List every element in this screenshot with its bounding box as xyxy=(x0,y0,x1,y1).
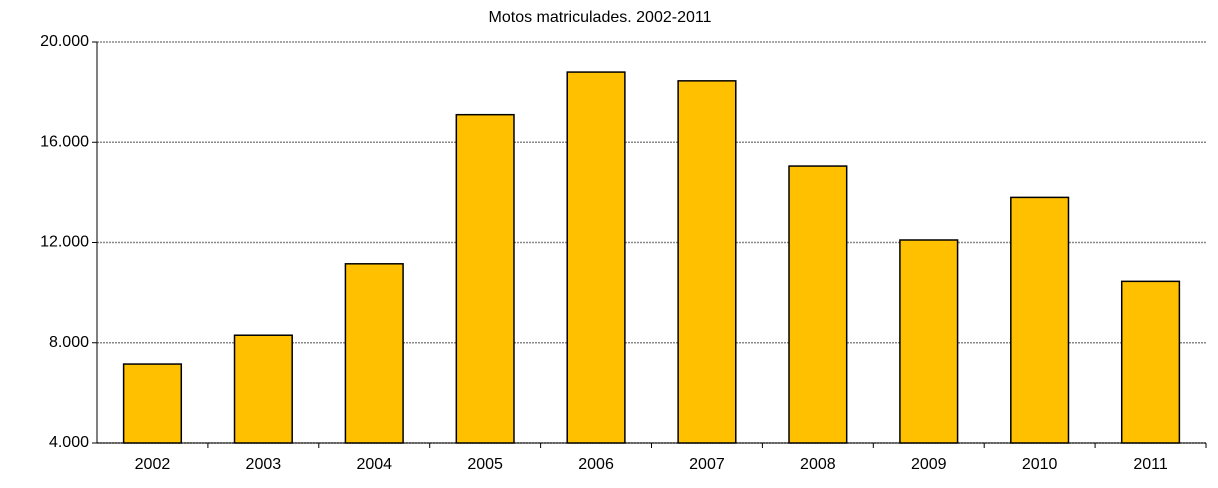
y-tick-label: 8.000 xyxy=(49,334,89,351)
x-tick-label: 2002 xyxy=(135,456,171,473)
x-tick-label: 2011 xyxy=(1133,456,1168,473)
bar xyxy=(566,71,626,444)
x-tick-label: 2007 xyxy=(689,456,725,473)
y-tick-label: 20.000 xyxy=(40,33,89,50)
bar xyxy=(1120,280,1181,444)
bar xyxy=(788,165,848,444)
y-tick-label: 4.000 xyxy=(49,434,89,451)
y-tick-label: 12.000 xyxy=(40,234,89,251)
bar xyxy=(455,113,515,444)
x-tick-label: 2008 xyxy=(800,456,836,473)
bar xyxy=(677,80,737,444)
x-tick-label: 2005 xyxy=(467,456,503,473)
bar xyxy=(344,263,404,444)
y-tick-label: 16.000 xyxy=(40,133,89,150)
bar xyxy=(233,334,293,444)
x-tick-label: 2009 xyxy=(911,456,947,473)
x-tick-label: 2003 xyxy=(246,456,282,473)
chart-title: Motos matriculades. 2002-2011 xyxy=(489,9,712,26)
x-tick-label: 2004 xyxy=(356,456,392,473)
bar xyxy=(899,239,959,444)
x-tick-label: 2006 xyxy=(578,456,614,473)
bar xyxy=(1010,196,1070,444)
x-tick-label: 2010 xyxy=(1022,456,1058,473)
bar xyxy=(122,363,183,444)
